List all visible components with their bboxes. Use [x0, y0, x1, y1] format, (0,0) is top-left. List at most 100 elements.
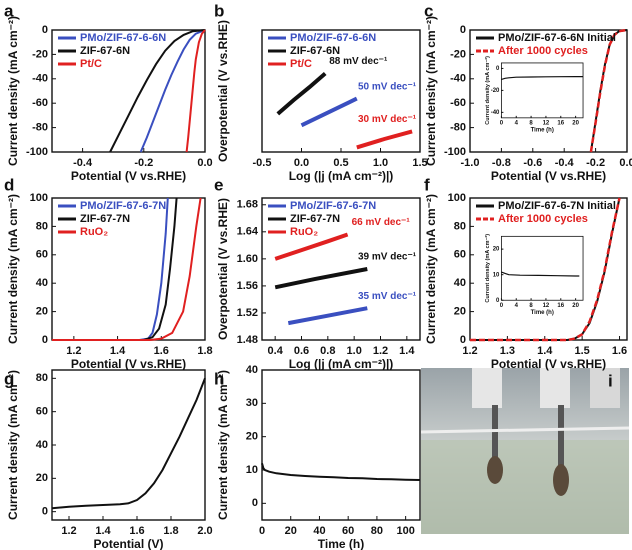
x-tick-label: 1.6: [612, 345, 627, 357]
x-tick-label: 1.3: [500, 345, 515, 357]
y-tick-label: 0: [460, 334, 466, 346]
x-tick-label: 0.5: [333, 157, 348, 169]
x-tick-label: 0: [500, 303, 504, 309]
glass-rim: [420, 426, 630, 434]
photo: [420, 368, 630, 534]
legend-label: PMo/ZIF-67-6-7N Initial: [498, 200, 616, 212]
series-line: [276, 71, 327, 116]
legend-label: PMo/ZIF-67-6-7N: [290, 200, 376, 212]
x-tick-label: 40: [313, 525, 325, 537]
y-tick-label: 10: [246, 464, 258, 476]
legend-label: PMo/ZIF-67-6-6N: [290, 32, 376, 44]
x-tick-label: 0.0: [197, 157, 212, 169]
x-tick-label: 20: [285, 525, 297, 537]
x-tick-label: 1.2: [61, 525, 76, 537]
x-tick-label: -0.6: [523, 157, 542, 169]
y-tick-label: 80: [454, 220, 466, 232]
x-tick-label: 0: [500, 120, 504, 126]
bubbles: [553, 464, 569, 496]
plot-frame: [51, 369, 206, 521]
y-tick-label: -40: [450, 73, 466, 85]
legend-label: ZIF-67-7N: [80, 213, 130, 225]
electrode-holder: [590, 368, 620, 408]
x-axis-label: Potential (V vs.RHE): [491, 357, 606, 371]
y-axis-label: Current density (mA cm⁻²): [6, 16, 20, 166]
legend-label: ZIF-67-6N: [80, 45, 130, 57]
plot-frame: [261, 197, 421, 341]
panel-label: f: [424, 175, 430, 194]
panel-label: a: [4, 1, 14, 20]
series-line: [300, 96, 358, 128]
x-tick-label: -0.2: [134, 157, 153, 169]
series-line: [287, 306, 368, 326]
x-tick-label: 0.6: [294, 345, 309, 357]
series-line: [109, 29, 206, 153]
x-tick-label: 8: [529, 303, 533, 309]
y-tick-label: -100: [26, 146, 48, 158]
panel-label: i: [608, 371, 613, 390]
x-tick-label: 100: [396, 525, 414, 537]
x-tick-label: -0.2: [586, 157, 605, 169]
slope-annotation: 30 mV dec⁻¹: [358, 114, 417, 125]
y-tick-label: -80: [32, 122, 48, 134]
x-tick-label: 1.6: [129, 525, 144, 537]
x-tick-label: 12: [543, 120, 550, 126]
y-tick-label: 20: [36, 472, 48, 484]
panel-label: g: [4, 369, 14, 388]
x-tick-label: -0.4: [555, 157, 575, 169]
y-tick-label: -20: [32, 48, 48, 60]
x-tick-label: 1.8: [163, 525, 178, 537]
x-tick-label: 16: [557, 303, 564, 309]
x-tick-label: 60: [342, 525, 354, 537]
x-tick-label: 1.6: [154, 345, 169, 357]
y-tick-label: 0: [460, 24, 466, 36]
x-tick-label: 20: [572, 120, 579, 126]
y-tick-label: 0: [42, 506, 48, 518]
series-line: [185, 29, 206, 153]
y-tick-label: 40: [36, 277, 48, 289]
y-axis-label: Current density (mA cm⁻²): [6, 194, 20, 344]
legend-label: Pt/C: [290, 58, 312, 70]
x-tick-label: 4: [515, 303, 519, 309]
legend-label: PMo/ZIF-67-6-7N: [80, 200, 166, 212]
legend-label: ZIF-67-6N: [290, 45, 340, 57]
legend-label: RuO₂: [80, 226, 108, 238]
series-line: [274, 232, 349, 261]
y-tick-label: 80: [36, 372, 48, 384]
x-tick-label: 1.8: [197, 345, 212, 357]
y-tick-label: 20: [246, 431, 258, 443]
panel-label: b: [214, 1, 224, 20]
legend-label: After 1000 cycles: [498, 45, 588, 57]
series-line: [356, 129, 413, 150]
y-tick-label: 20: [493, 247, 500, 253]
liquid: [421, 440, 629, 534]
y-tick-label: 1.64: [237, 226, 259, 238]
panel-label: d: [4, 175, 14, 194]
y-tick-label: 1.52: [237, 307, 258, 319]
x-tick-label: -1.0: [461, 157, 480, 169]
y-tick-label: 40: [454, 277, 466, 289]
y-tick-label: 20: [454, 306, 466, 318]
legend-label: PMo/ZIF-67-6-6N: [80, 32, 166, 44]
y-tick-label: 1.56: [237, 280, 258, 292]
x-tick-label: 2.0: [197, 525, 212, 537]
x-tick-label: 12: [543, 303, 550, 309]
electrode-holder: [472, 368, 502, 408]
legend-label: Pt/C: [80, 58, 102, 70]
y-tick-label: -60: [450, 97, 466, 109]
bubbles: [487, 456, 503, 484]
y-axis-label: Current density (mA cm⁻²): [6, 370, 20, 520]
x-tick-label: 1.2: [373, 345, 388, 357]
x-tick-label: 1.2: [462, 345, 477, 357]
y-tick-label: -40: [491, 110, 500, 116]
y-tick-label: 0: [252, 497, 258, 509]
y-tick-label: 40: [246, 364, 258, 376]
x-axis-label: Time (h): [318, 537, 364, 550]
x-tick-label: 1.4: [95, 525, 111, 537]
y-tick-label: 0: [496, 298, 500, 304]
y-axis-label: Current density (mA cm⁻²): [424, 194, 438, 344]
slope-annotation: 35 mV dec⁻¹: [358, 291, 417, 302]
y-tick-label: -20: [450, 48, 466, 60]
x-axis-label: Potential (V): [93, 537, 163, 550]
